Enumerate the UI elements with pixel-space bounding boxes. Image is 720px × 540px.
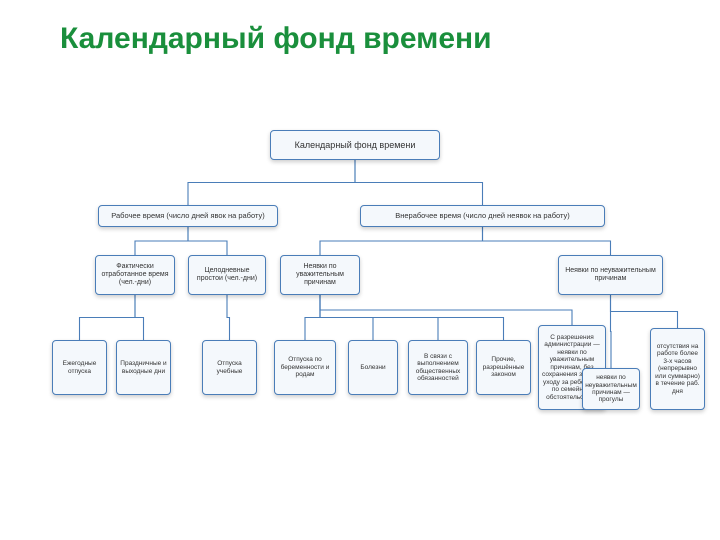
node-l_study: Отпуска учебные <box>202 340 257 395</box>
node-root: Календарный фонд времени <box>270 130 440 160</box>
node-l_other: Прочие, разрешённые законом <box>476 340 531 395</box>
node-n_idle: Целодневные простои (чел.-дни) <box>188 255 266 295</box>
node-l_annual: Ежегодные отпуска <box>52 340 107 395</box>
node-n_work: Рабочее время (число дней явок на работу… <box>98 205 278 227</box>
node-l_duties: В связи с выполнением общественных обяза… <box>408 340 468 395</box>
node-l_illness: Болезни <box>348 340 398 395</box>
node-l_absent: отсутствия на работе более 3-х часов (не… <box>650 328 705 410</box>
node-n_fact: Фактически отработанное время (чел.-дни) <box>95 255 175 295</box>
org-chart: Календарный фонд времени Рабочее время (ч… <box>40 110 680 510</box>
page-title: Календарный фонд времени <box>0 0 720 56</box>
node-l_holiday: Праздничные и выходные дни <box>116 340 171 395</box>
node-l_empty: неявки по неуважительным причинам — прог… <box>582 368 640 410</box>
node-l_maternity: Отпуска по беременности и родам <box>274 340 336 395</box>
connector-layer <box>40 110 680 510</box>
node-n_valid: Неявки по уважительным причинам <box>280 255 360 295</box>
node-n_invalid: Неявки по неуважительным причинам <box>558 255 663 295</box>
node-n_nonwork: Внерабочее время (число дней неявок на р… <box>360 205 605 227</box>
